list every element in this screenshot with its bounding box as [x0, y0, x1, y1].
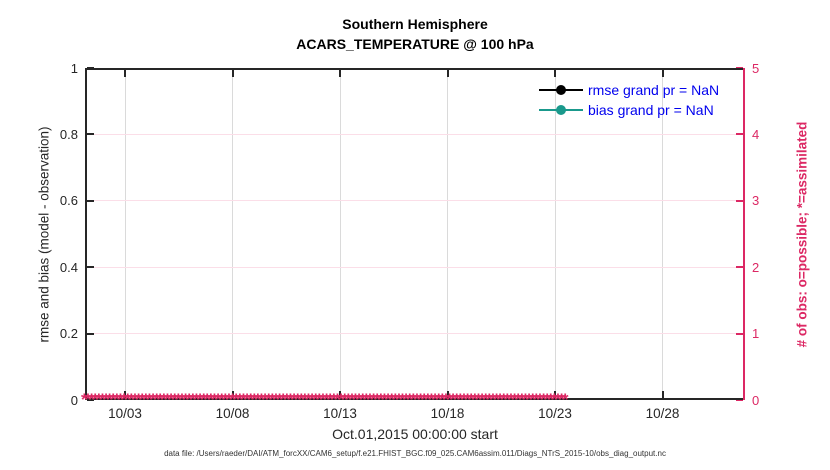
tick-mark [446, 70, 449, 77]
legend-label: rmse grand pr = NaN [588, 81, 720, 98]
x-tick-label: 10/28 [645, 406, 680, 421]
legend-label: bias grand pr = NaN [588, 101, 714, 118]
tick-mark [736, 199, 743, 202]
vertical-gridline [124, 68, 126, 400]
right-y-tick-label: 5 [752, 60, 760, 76]
x-tick-label: 10/13 [323, 406, 357, 421]
tick-mark [231, 391, 234, 398]
right-y-tick-label: 2 [752, 259, 760, 275]
vertical-gridline [662, 68, 663, 400]
x-axis-label: Oct.01,2015 00:00:00 start [332, 426, 498, 442]
left-y-tick-label: 1 [70, 60, 78, 76]
top-axis-line [85, 68, 745, 70]
vertical-gridline [232, 68, 233, 400]
left-tick-labels: 0 0.2 0.4 0.6 0.8 1 [38, 62, 78, 407]
tick-mark [661, 70, 664, 77]
horizontal-gridline [85, 266, 745, 268]
tick-mark [87, 133, 94, 136]
right-tick-labels: 0 1 2 3 4 5 [752, 62, 792, 407]
tick-mark [231, 70, 234, 77]
x-tick-label: 10/23 [538, 406, 572, 421]
vertical-gridline [447, 68, 448, 400]
tick-mark [339, 70, 341, 77]
tick-mark [736, 399, 743, 401]
x-tick-label: 10/18 [430, 406, 465, 421]
tick-mark [736, 266, 743, 269]
tick-mark [87, 332, 94, 335]
horizontal-gridline [85, 133, 745, 135]
right-y-tick-label: 0 [752, 392, 760, 408]
tick-mark [124, 391, 126, 398]
legend: rmse grand pr = NaN bias grand pr = NaN [539, 81, 719, 118]
tick-mark [554, 70, 556, 77]
data-file-path: data file: /Users/raeder/DAI/ATM_forcXX/… [164, 449, 666, 458]
left-axis-line [85, 68, 87, 400]
x-tick-labels: 10/03 10/08 10/13 10/18 10/23 10/28 [85, 406, 745, 424]
vertical-gridline [339, 68, 341, 400]
tick-mark [661, 391, 664, 398]
tick-mark [554, 391, 556, 398]
tick-mark [87, 399, 94, 401]
obs-count-asterisk-band: ****************************************… [81, 392, 569, 408]
right-y-tick-label: 3 [752, 193, 760, 209]
right-y-tick-label: 4 [752, 126, 760, 142]
left-y-tick-label: 0.2 [59, 326, 78, 342]
horizontal-gridline [85, 333, 745, 335]
right-axis-line [743, 68, 745, 400]
legend-entry: rmse grand pr = NaN [539, 81, 719, 98]
x-tick-label: 10/03 [108, 406, 142, 421]
chart-title-line2: ACARS_TEMPERATURE @ 100 hPa [296, 36, 534, 52]
left-y-tick-label: 0.4 [59, 259, 78, 275]
left-y-tick-label: 0.6 [59, 193, 78, 209]
legend-line-marker-icon [539, 101, 583, 118]
plot-area: rmse grand pr = NaN bias grand pr = NaN [85, 67, 745, 401]
legend-line-marker-icon [539, 81, 583, 98]
chart-title-line1: Southern Hemisphere [342, 16, 488, 32]
left-y-tick-label: 0.8 [59, 126, 78, 142]
left-y-tick-label: 0 [70, 392, 78, 408]
tick-mark [339, 391, 341, 398]
bottom-axis-line [85, 398, 745, 400]
x-tick-label: 10/08 [215, 406, 250, 421]
tick-mark [736, 133, 743, 136]
tick-mark [736, 332, 743, 335]
right-y-axis-label: # of obs: o=possible; *=assimilated [794, 121, 810, 348]
horizontal-gridline [85, 200, 745, 202]
tick-mark [87, 266, 94, 269]
right-y-tick-label: 1 [752, 326, 760, 342]
tick-mark [124, 70, 126, 77]
tick-mark [87, 199, 94, 202]
legend-entry: bias grand pr = NaN [539, 101, 719, 118]
tick-mark [446, 391, 449, 398]
vertical-gridline [554, 68, 556, 400]
